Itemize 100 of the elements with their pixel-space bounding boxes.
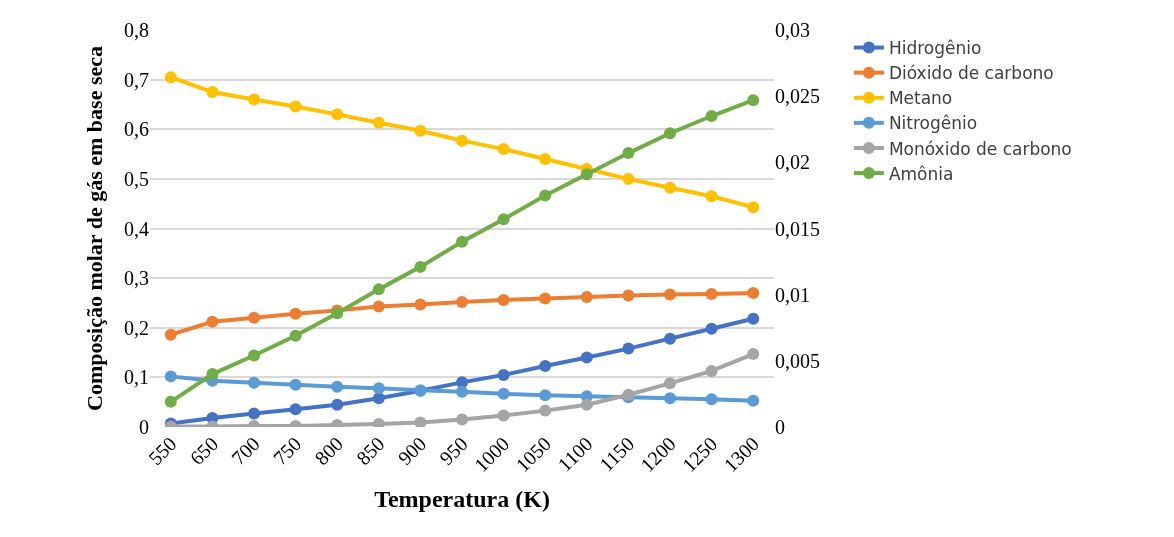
point bbox=[248, 407, 260, 420]
point bbox=[664, 377, 676, 390]
point bbox=[456, 295, 468, 308]
y2-tick-label: 0,015 bbox=[775, 217, 820, 240]
y2-tick-label: 0,025 bbox=[775, 85, 820, 108]
point bbox=[414, 298, 427, 311]
point bbox=[331, 380, 344, 393]
point bbox=[747, 348, 760, 361]
point bbox=[289, 307, 302, 320]
point bbox=[580, 351, 593, 364]
x-axis-title: Temperatura (K) bbox=[374, 486, 550, 513]
point bbox=[248, 311, 260, 324]
point bbox=[289, 329, 302, 342]
point bbox=[622, 342, 635, 355]
point bbox=[456, 385, 468, 398]
point bbox=[497, 387, 510, 400]
point bbox=[622, 289, 635, 302]
y-tick-label: 0,2 bbox=[124, 316, 149, 339]
point bbox=[206, 315, 219, 328]
legend-label: Hidrogênio bbox=[888, 38, 982, 59]
point bbox=[497, 293, 510, 306]
point bbox=[414, 124, 427, 137]
point bbox=[497, 368, 510, 381]
x-tick-label: 1250 bbox=[677, 432, 722, 477]
point bbox=[705, 393, 718, 406]
point bbox=[705, 322, 718, 335]
y-tick-label: 0 bbox=[139, 416, 149, 438]
point bbox=[497, 213, 510, 226]
x-tick-label: 950 bbox=[435, 432, 472, 470]
point bbox=[539, 359, 552, 372]
point bbox=[747, 94, 760, 107]
point bbox=[289, 403, 302, 416]
x-tick-label: 1200 bbox=[636, 432, 680, 477]
point bbox=[206, 86, 219, 99]
point bbox=[747, 394, 760, 407]
y-tick-label: 0,6 bbox=[124, 118, 149, 141]
point bbox=[497, 143, 510, 156]
point bbox=[539, 292, 552, 305]
legend-label: Monóxido de carbono bbox=[888, 138, 1072, 159]
point bbox=[164, 328, 177, 341]
point bbox=[705, 190, 718, 203]
point bbox=[248, 376, 260, 389]
point bbox=[248, 93, 260, 106]
x-tick-label: 900 bbox=[393, 432, 431, 470]
point bbox=[539, 389, 552, 402]
y2-tick-label: 0,02 bbox=[775, 151, 810, 174]
x-tick-label: 650 bbox=[185, 432, 223, 470]
point bbox=[372, 116, 385, 129]
y-tick-label: 0,1 bbox=[124, 366, 149, 389]
point bbox=[372, 300, 385, 313]
y2-tick-label: 0 bbox=[775, 416, 785, 438]
point bbox=[289, 100, 302, 113]
point bbox=[539, 189, 552, 202]
x-tick-label: 1050 bbox=[511, 432, 556, 477]
point bbox=[580, 290, 593, 303]
point bbox=[580, 398, 593, 411]
point bbox=[747, 287, 760, 299]
point bbox=[289, 378, 302, 391]
y-tick-label: 0,3 bbox=[124, 267, 149, 290]
x-tick-label: 800 bbox=[310, 432, 348, 470]
legend-label: Amônia bbox=[888, 163, 954, 184]
x-tick-label: 850 bbox=[351, 432, 389, 470]
point bbox=[372, 382, 385, 395]
point bbox=[497, 409, 510, 422]
point bbox=[414, 416, 427, 427]
point bbox=[664, 181, 676, 194]
point bbox=[164, 370, 177, 383]
point bbox=[664, 392, 676, 405]
point bbox=[206, 368, 219, 381]
legend-label: Nitrogênio bbox=[888, 113, 978, 134]
x-tick-label: 700 bbox=[227, 432, 264, 470]
x-tick-label: 1000 bbox=[469, 432, 514, 477]
point bbox=[414, 260, 427, 273]
point bbox=[747, 312, 760, 325]
point bbox=[580, 168, 593, 181]
point bbox=[664, 288, 676, 301]
point bbox=[539, 153, 552, 166]
y-tick-label: 0,8 bbox=[124, 19, 149, 41]
x-tick-label: 1150 bbox=[594, 432, 639, 476]
point bbox=[539, 404, 552, 417]
point bbox=[705, 364, 718, 377]
y2-tick-label: 0,01 bbox=[775, 283, 810, 306]
point bbox=[248, 349, 260, 362]
point bbox=[705, 288, 718, 300]
point bbox=[456, 413, 468, 426]
point bbox=[456, 235, 468, 248]
point bbox=[622, 147, 635, 160]
point bbox=[372, 392, 385, 405]
x-tick-label: 1100 bbox=[553, 432, 597, 476]
point bbox=[622, 172, 635, 185]
point bbox=[164, 71, 177, 84]
legend-label: Metano bbox=[888, 88, 953, 109]
point bbox=[372, 283, 385, 296]
point bbox=[164, 395, 177, 408]
x-tick-label: 750 bbox=[268, 432, 306, 470]
y2-tick-label: 0,005 bbox=[775, 349, 820, 372]
point bbox=[331, 108, 344, 121]
y-tick-label: 0,7 bbox=[124, 68, 149, 91]
point bbox=[664, 332, 676, 345]
y-axis-title: Composição molar de gás em base seca bbox=[81, 46, 107, 411]
